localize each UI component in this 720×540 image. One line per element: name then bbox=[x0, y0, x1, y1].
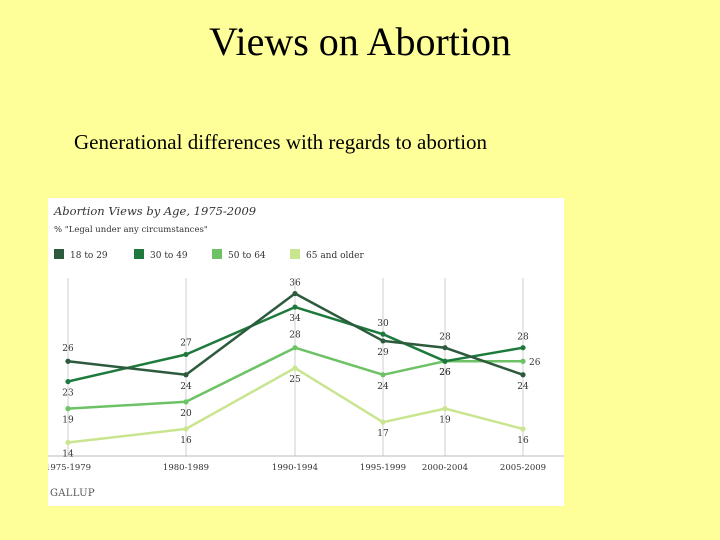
legend-label: 18 to 29 bbox=[70, 251, 108, 261]
data-point-65-and-older bbox=[520, 426, 526, 432]
data-point-50-to-64 bbox=[380, 372, 386, 378]
data-point-65-and-older bbox=[183, 426, 189, 432]
series-line-30-to-49 bbox=[67, 305, 524, 383]
chart-panel: Abortion Views by Age, 1975-2009 % "Lega… bbox=[48, 198, 564, 506]
legend-label: 50 to 64 bbox=[228, 251, 266, 261]
data-label: 26 bbox=[62, 344, 74, 354]
chart-title: Abortion Views by Age, 1975-2009 bbox=[54, 204, 257, 218]
line-chart: 1975-1979 1980-1989 1990-1994 1995-1999 2000… bbox=[48, 278, 564, 473]
legend-item-65-and-older: 65 and older bbox=[290, 249, 364, 261]
data-label: 26 bbox=[439, 368, 451, 378]
data-label: 19 bbox=[62, 416, 74, 426]
legend-swatch bbox=[212, 249, 222, 259]
legend-item-30-to-49: 30 to 49 bbox=[134, 249, 188, 261]
data-label: 29 bbox=[377, 348, 389, 358]
data-label: 14 bbox=[62, 449, 74, 459]
legend-item-50-to-64: 50 to 64 bbox=[212, 249, 266, 261]
data-point-18-to-29 bbox=[520, 372, 526, 378]
data-point-18-to-29 bbox=[65, 358, 71, 364]
data-point-50-to-64 bbox=[292, 345, 298, 351]
data-point-30-to-49 bbox=[380, 331, 386, 337]
legend-swatch bbox=[54, 249, 64, 259]
legend-item-18-to-29: 18 to 29 bbox=[54, 249, 108, 261]
slide-subtitle: Generational differences with regards to… bbox=[74, 130, 488, 154]
legend-swatch bbox=[134, 249, 144, 259]
x-tick-label: 1990-1994 bbox=[272, 463, 318, 473]
data-label: 24 bbox=[517, 382, 529, 392]
data-point-65-and-older bbox=[442, 406, 448, 412]
data-point-18-to-29 bbox=[183, 372, 189, 378]
series-line-65-and-older bbox=[67, 366, 524, 444]
data-label: 28 bbox=[439, 333, 451, 343]
data-point-30-to-49 bbox=[442, 358, 448, 364]
data-label: 26 bbox=[439, 368, 451, 378]
data-label: 16 bbox=[180, 436, 192, 446]
data-label: 24 bbox=[377, 382, 389, 392]
data-label: 20 bbox=[180, 409, 192, 419]
data-label: 16 bbox=[517, 436, 529, 446]
data-label: 25 bbox=[289, 375, 301, 385]
legend-label: 65 and older bbox=[306, 251, 364, 261]
slide-title: Views on Abortion bbox=[208, 19, 512, 64]
data-point-65-and-older bbox=[65, 439, 71, 446]
series-line-18-to-29 bbox=[67, 292, 524, 377]
gallup-logo: GALLUP bbox=[50, 488, 95, 499]
data-point-30-to-49 bbox=[183, 351, 189, 358]
data-label: 24 bbox=[180, 382, 192, 392]
x-tick-label: 1995-1999 bbox=[360, 463, 406, 473]
legend-label: 30 to 49 bbox=[150, 251, 188, 261]
data-label: 30 bbox=[377, 319, 389, 329]
x-tick-label: 2000-2004 bbox=[422, 463, 468, 473]
x-tick-label: 1980-1989 bbox=[163, 463, 209, 473]
data-point-50-to-64 bbox=[520, 358, 526, 364]
chart-subtitle: % "Legal under any circumstances" bbox=[54, 225, 208, 235]
series-line-50-to-64 bbox=[67, 346, 523, 410]
data-point-65-and-older bbox=[380, 419, 386, 425]
data-label: 23 bbox=[62, 389, 74, 399]
legend-swatch bbox=[290, 249, 300, 259]
data-point-30-to-49 bbox=[292, 304, 298, 310]
data-label: 28 bbox=[289, 331, 301, 341]
data-point-50-to-64 bbox=[183, 399, 189, 405]
data-label: 34 bbox=[289, 314, 301, 324]
data-label: 36 bbox=[289, 279, 301, 289]
data-point-18-to-29 bbox=[442, 345, 448, 351]
data-label: 19 bbox=[439, 416, 451, 426]
data-point-30-to-49 bbox=[65, 378, 71, 385]
data-label: 26 bbox=[529, 358, 541, 368]
data-label: 28 bbox=[517, 333, 529, 343]
x-tick-label: 1975-1979 bbox=[48, 463, 91, 473]
data-point-30-to-49 bbox=[520, 345, 526, 351]
x-tick-label: 2005-2009 bbox=[500, 463, 546, 473]
data-point-18-to-29 bbox=[292, 290, 298, 297]
data-label: 17 bbox=[377, 429, 389, 439]
data-point-18-to-29 bbox=[380, 338, 386, 344]
data-point-50-to-64 bbox=[65, 406, 71, 412]
data-label: 27 bbox=[180, 338, 192, 348]
data-point-65-and-older bbox=[292, 365, 298, 371]
